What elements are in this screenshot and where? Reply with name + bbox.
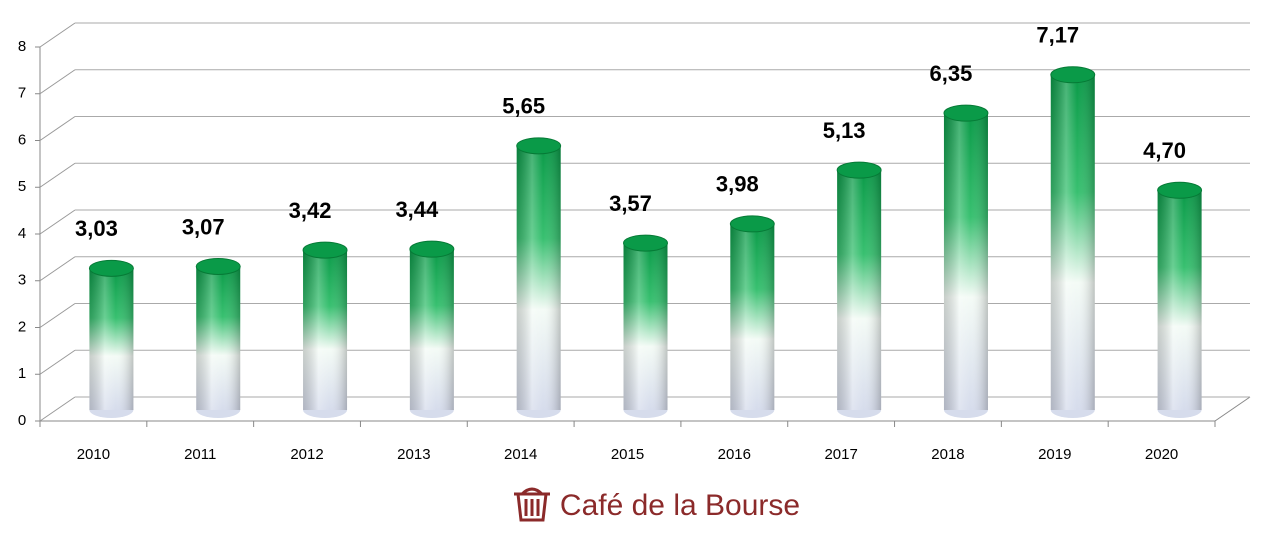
- value-label: 4,70: [1143, 138, 1186, 163]
- x-tick-label: 2020: [1145, 446, 1178, 463]
- bar-shade: [89, 268, 134, 410]
- x-tick-label: 2010: [77, 446, 110, 463]
- value-label: 7,17: [1036, 23, 1079, 48]
- cylinder-top: [623, 234, 668, 252]
- value-label: 5,13: [823, 118, 866, 143]
- y-tick-label: 4: [18, 225, 26, 242]
- value-label: 3,42: [289, 198, 332, 223]
- floor-right: [1214, 396, 1251, 422]
- grid-slant: [39, 69, 76, 95]
- y-tick-label: 3: [18, 272, 26, 289]
- bar-shade: [837, 170, 882, 410]
- value-label: 6,35: [930, 61, 973, 86]
- x-tick-label: 2011: [184, 446, 216, 463]
- grid-slant: [39, 256, 76, 282]
- y-tick-label: 5: [18, 178, 26, 195]
- x-tick-label: 2012: [290, 446, 323, 463]
- y-tick-label: 0: [18, 412, 26, 429]
- bar-shade: [409, 249, 454, 410]
- y-tick-label: 6: [18, 131, 26, 148]
- grid-slant: [39, 303, 76, 328]
- cylinder-top: [836, 161, 882, 179]
- grid-slant: [39, 209, 76, 235]
- x-tick-label: 2018: [931, 446, 964, 463]
- grid-slant: [39, 116, 76, 141]
- cylinder-top: [302, 241, 348, 259]
- bar-shade: [516, 145, 561, 411]
- value-label: 3,98: [716, 172, 759, 197]
- value-label: 5,65: [502, 94, 545, 119]
- cylinder-top: [1157, 181, 1203, 199]
- cylinder-top: [195, 257, 241, 275]
- bar-shade: [1157, 190, 1202, 410]
- value-label: 3,07: [182, 214, 225, 239]
- value-label: 3,44: [395, 197, 439, 222]
- grid-slant: [39, 396, 76, 422]
- cylinder-top: [1050, 66, 1096, 84]
- value-label: 3,57: [609, 191, 652, 216]
- logo: [514, 487, 550, 522]
- y-tick-label: 7: [18, 85, 26, 102]
- grid-slant: [39, 22, 76, 48]
- y-tick-label: 1: [18, 365, 26, 382]
- x-tick-label: 2017: [824, 446, 857, 463]
- cylinder-top: [943, 104, 989, 122]
- cylinder-top: [729, 215, 775, 233]
- bar-shade: [943, 113, 988, 410]
- x-tick-label: 2016: [718, 446, 751, 463]
- y-tick-label: 2: [18, 318, 26, 335]
- cylinder-top: [516, 137, 562, 155]
- x-tick-label: 2015: [611, 446, 644, 463]
- y-tick-label: 8: [18, 38, 26, 55]
- bar-shade: [1050, 74, 1095, 411]
- x-tick-label: 2014: [504, 446, 537, 463]
- bar-shade: [730, 223, 775, 410]
- cylinder-top: [409, 240, 455, 258]
- value-label: 3,03: [75, 216, 118, 241]
- bar-shade: [303, 250, 348, 410]
- grid-slant: [39, 349, 76, 375]
- bar-shade: [196, 266, 241, 410]
- bar-shade: [623, 243, 668, 410]
- x-tick-label: 2019: [1038, 446, 1071, 463]
- cylinder-top: [88, 259, 134, 277]
- source: Café de la Bourse: [560, 489, 800, 522]
- grid-slant: [39, 162, 76, 188]
- x-tick-label: 2013: [397, 446, 430, 463]
